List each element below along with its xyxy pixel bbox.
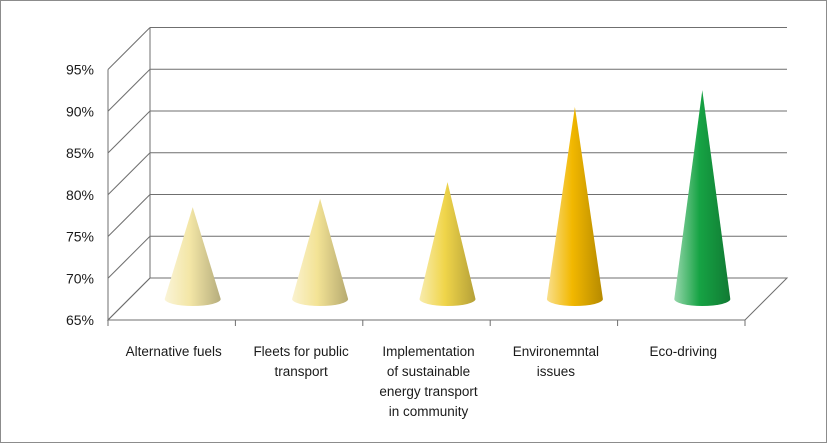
category-label: Environemntal issues <box>513 344 599 379</box>
y-tick-label: 65% <box>66 312 94 328</box>
cone-0 <box>164 207 221 306</box>
cone-body <box>164 207 221 306</box>
chart-floor <box>106 277 789 321</box>
y-tick-label: 80% <box>66 187 94 203</box>
cone-body <box>674 90 731 306</box>
cone-body <box>292 198 349 306</box>
category-label: Eco-driving <box>650 344 718 359</box>
side-wall-line <box>107 27 151 70</box>
category-label: Implementation of sustainable energy trans… <box>379 344 478 419</box>
cone-series <box>164 90 731 306</box>
y-tick-labels: 65% 70% 75% 80% 85% 90% 95% <box>66 62 94 329</box>
side-wall-line <box>107 110 151 154</box>
y-tick-label: 90% <box>66 103 94 119</box>
y-tick-label: 70% <box>66 270 94 286</box>
y-tick-label: 75% <box>66 229 94 245</box>
cone-body <box>546 106 603 306</box>
y-tick-label: 95% <box>66 62 94 78</box>
cone-4 <box>674 90 731 306</box>
y-tick-label: 85% <box>66 145 94 161</box>
side-wall-line <box>107 68 151 112</box>
cone-1 <box>292 198 349 306</box>
category-label: Alternative fuels <box>126 344 222 359</box>
side-wall-line <box>107 152 151 196</box>
side-wall-line <box>107 235 151 279</box>
side-wall-line <box>107 194 151 237</box>
cone-2 <box>419 182 476 306</box>
category-labels: Alternative fuels Fleets for public transp… <box>126 344 717 419</box>
cone-3 <box>546 106 603 306</box>
category-label: Fleets for public transport <box>253 344 349 379</box>
cone-body <box>419 182 476 306</box>
